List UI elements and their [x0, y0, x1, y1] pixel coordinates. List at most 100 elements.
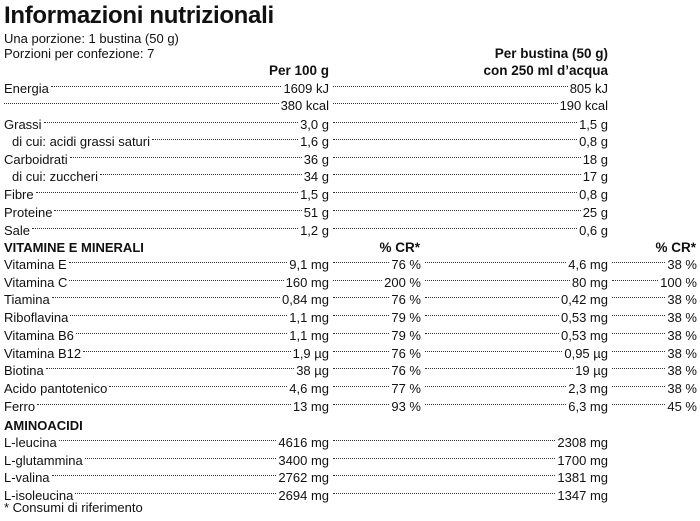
- dot-leader: [333, 228, 578, 229]
- nutrient-row: 380 kcal 190 kcal: [0, 97, 700, 114]
- value-per-serving: 18 g: [582, 152, 608, 167]
- vitamin-row: Ferro 13 mg 93 % 6,3 mg 45 %: [0, 398, 700, 415]
- cr-per-serving: 38 %: [667, 345, 697, 361]
- vitamin-label: Vitamina B12: [4, 345, 82, 361]
- value-per-100g: 1,1 mg: [289, 327, 329, 343]
- dot-leader: [333, 403, 390, 405]
- amino-row: L-glutammina 3400 mg 1700 mg: [0, 452, 700, 469]
- cr-per-100g: 76 %: [391, 345, 421, 361]
- dot-leader: [425, 279, 570, 281]
- vitamin-row: Vitamina B12 1,9 µg 76 % 0,95 µg 38 %: [0, 345, 700, 362]
- dot-leader: [333, 368, 390, 370]
- vitamin-row: Acido pantotenico 4,6 mg 77 % 2,3 mg 38 %: [0, 380, 700, 397]
- dot-leader: [333, 262, 390, 263]
- dot-leader: [4, 103, 279, 104]
- value-per-serving: 2,3 mg: [568, 380, 608, 396]
- dot-leader: [425, 315, 560, 317]
- value-per-serving: 0,8 g: [579, 187, 608, 202]
- dot-leader: [51, 475, 277, 477]
- cr-per-serving: 38 %: [667, 380, 697, 396]
- dot-leader: [425, 332, 560, 334]
- cr-per-100g: 77 %: [391, 380, 421, 396]
- nutrient-row: Sale 1,2 g 0,6 g: [0, 222, 700, 239]
- dot-leader: [152, 139, 299, 140]
- vitamin-row: Tiamina 0,84 mg 76 % 0,42 mg 38 %: [0, 291, 700, 308]
- cr-per-serving: 45 %: [667, 398, 697, 414]
- cr-header-per-serving: % CR*: [655, 240, 696, 255]
- amino-label: L-glutammina: [4, 452, 83, 468]
- value-per-100g: 1,5 g: [300, 187, 329, 202]
- dot-leader: [425, 385, 567, 387]
- dot-leader: [333, 493, 556, 495]
- vitamin-label: Tiamina: [4, 292, 50, 308]
- amino-row: L-isoleucina 2694 mg 1347 mg: [0, 487, 700, 504]
- vitamin-row: Vitamina B6 1,1 mg 79 % 0,53 mg 38 %: [0, 327, 700, 344]
- value-per-serving: 0,53 mg: [561, 327, 608, 343]
- header-per-serving-line1: Per bustina (50 g): [494, 46, 608, 61]
- dot-leader: [333, 103, 558, 104]
- dot-leader: [612, 385, 666, 387]
- value-per-serving: 0,95 µg: [564, 345, 608, 361]
- cr-per-100g: 76 %: [391, 257, 421, 272]
- dot-leader: [333, 157, 581, 158]
- dot-leader: [333, 475, 556, 477]
- cr-per-100g: 76 %: [391, 292, 421, 308]
- nutrient-row: Carboidrati 36 g 18 g: [0, 151, 700, 168]
- amino-row: L-leucina 4616 mg 2308 mg: [0, 434, 700, 451]
- nutrient-row: di cui: acidi grassi saturi 1,6 g 0,8 g: [0, 133, 700, 150]
- value-per-serving: 0,8 g: [579, 134, 608, 149]
- nutrient-label: di cui: acidi grassi saturi: [12, 134, 150, 149]
- value-per-100g: 36 g: [303, 152, 329, 167]
- cr-header-per-100g: % CR*: [379, 240, 420, 255]
- dot-leader: [612, 332, 666, 334]
- dot-leader: [333, 210, 581, 211]
- vitamin-label: Riboflavina: [4, 310, 69, 326]
- nutrient-label: Carboidrati: [4, 152, 68, 167]
- nutrient-label: di cui: zuccheri: [12, 169, 98, 184]
- vitamin-row: Vitamina C 160 mg 200 % 80 mg 100 %: [0, 274, 700, 291]
- vitamin-label: Vitamina C: [4, 274, 68, 290]
- value-per-serving: 80 mg: [571, 274, 608, 290]
- cr-per-serving: 100 %: [660, 274, 697, 290]
- dot-leader: [333, 139, 578, 140]
- header-per-serving-line2: con 250 ml d’acqua: [483, 63, 608, 78]
- dot-leader: [425, 368, 574, 370]
- dot-leader: [333, 440, 556, 441]
- vitamin-label: Biotina: [4, 363, 44, 379]
- nutrient-label: Energia: [4, 81, 49, 96]
- value-per-serving: 190 kcal: [559, 98, 608, 113]
- value-per-100g: 13 mg: [292, 398, 329, 414]
- value-per-100g: 1,6 g: [300, 134, 329, 149]
- dot-leader: [35, 192, 299, 193]
- value-per-100g: 38 µg: [296, 363, 329, 379]
- value-per-100g: 380 kcal: [280, 98, 329, 113]
- serving-size: Una porzione: 1 bustina (50 g): [4, 31, 179, 46]
- value-per-serving: 1700 mg: [557, 452, 608, 468]
- dot-leader: [612, 350, 666, 352]
- cr-per-serving: 38 %: [667, 363, 697, 379]
- nutrient-label: Sale: [4, 223, 31, 238]
- nutrient-label: Proteine: [4, 205, 53, 220]
- dot-leader: [70, 315, 288, 317]
- amino-row: L-valina 2762 mg 1381 mg: [0, 469, 700, 486]
- value-per-serving: 1,5 g: [579, 117, 608, 132]
- value-per-serving: 1347 mg: [557, 488, 608, 504]
- dot-leader: [54, 210, 302, 211]
- value-per-serving: 0,53 mg: [561, 310, 608, 326]
- nutrient-label: Fibre: [4, 187, 34, 202]
- cr-per-100g: 79 %: [391, 327, 421, 343]
- dot-leader: [333, 457, 556, 459]
- value-per-100g: 2694 mg: [278, 488, 329, 504]
- value-per-100g: 160 mg: [285, 274, 329, 290]
- cr-per-serving: 38 %: [667, 310, 697, 326]
- vitamin-row: Biotina 38 µg 76 % 19 µg 38 %: [0, 362, 700, 379]
- amino-label: L-valina: [4, 470, 50, 486]
- cr-per-100g: 200 %: [384, 274, 421, 290]
- value-per-100g: 1609 kJ: [283, 81, 329, 96]
- footnote: * Consumi di riferimento: [4, 500, 143, 515]
- dot-leader: [333, 86, 568, 87]
- value-per-serving: 805 kJ: [569, 81, 608, 96]
- value-per-100g: 3400 mg: [278, 452, 329, 468]
- dot-leader: [58, 440, 277, 441]
- dot-leader: [333, 297, 390, 299]
